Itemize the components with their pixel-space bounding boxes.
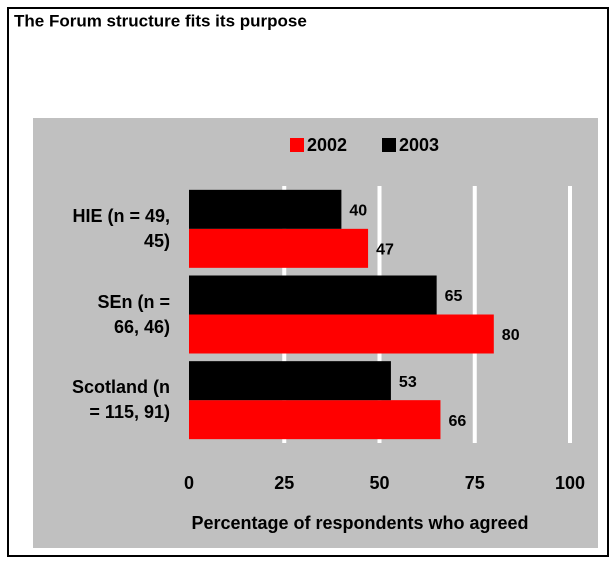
x-tick-label: 75	[465, 473, 485, 493]
x-tick-label: 25	[274, 473, 294, 493]
legend-label: 2003	[399, 135, 439, 155]
legend-swatch	[382, 138, 396, 152]
bar	[189, 275, 437, 315]
category-label: Scotland (n = 115, 91)	[72, 377, 170, 423]
bar	[189, 400, 441, 440]
value-label: 80	[502, 327, 520, 344]
value-label: 66	[448, 413, 466, 430]
value-label: 65	[445, 288, 463, 305]
bar	[189, 189, 342, 229]
legend-label: 2002	[307, 135, 347, 155]
x-tick-label: 100	[555, 473, 585, 493]
x-tick-label: 0	[184, 473, 194, 493]
value-label: 47	[376, 242, 394, 259]
bar	[189, 314, 494, 354]
x-axis-title: Percentage of respondents who agreed	[191, 513, 528, 533]
legend-swatch	[290, 138, 304, 152]
category-label: HIE (n = 49, 45)	[72, 205, 170, 251]
bar	[189, 361, 391, 401]
value-label: 53	[399, 374, 417, 391]
value-label: 40	[349, 203, 367, 220]
category-label: SEn (n = 66, 46)	[97, 291, 170, 337]
bar	[189, 228, 369, 268]
x-tick-label: 50	[369, 473, 389, 493]
chart-title: The Forum structure fits its purpose	[14, 11, 307, 30]
